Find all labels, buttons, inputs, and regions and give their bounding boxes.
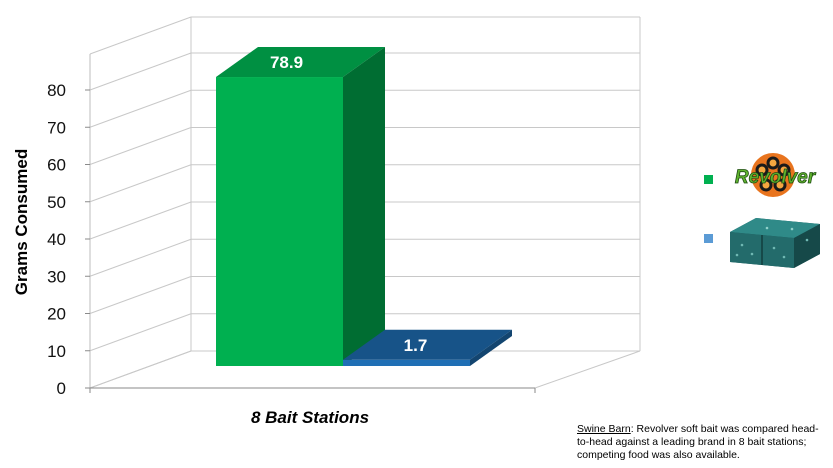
gridline-wall xyxy=(89,201,192,240)
revolver-logo-icon: Revolver xyxy=(734,153,817,197)
y-tick-label: 20 xyxy=(47,305,66,324)
y-tick-label: 60 xyxy=(47,156,66,175)
bar-top xyxy=(216,47,385,78)
x-category-label: 8 Bait Stations xyxy=(251,408,369,427)
bar-series-1: 78.9 xyxy=(216,47,385,367)
y-tick-label: 70 xyxy=(47,118,66,137)
y-axis: 0 10 20 30 40 50 60 70 80 xyxy=(47,81,536,398)
bar-side xyxy=(343,47,385,367)
gridline-wall xyxy=(89,52,192,91)
bar-side xyxy=(470,329,512,366)
y-tick-label: 30 xyxy=(47,267,66,286)
data-label: 1.7 xyxy=(404,336,428,355)
competitor-bait-block-icon xyxy=(730,218,820,268)
bars: 78.9 1.7 xyxy=(216,47,512,367)
y-tick-label: 80 xyxy=(47,81,66,100)
y-tick-label: 40 xyxy=(47,230,66,249)
gridline-wall xyxy=(89,276,192,314)
caption: Swine Barn: Revolver soft bait was compa… xyxy=(577,423,827,462)
y-axis-label: Grams Consumed xyxy=(12,149,31,295)
data-label: 78.9 xyxy=(270,53,303,72)
revolver-logo-text: Revolver xyxy=(735,167,817,188)
y-tick-label: 50 xyxy=(47,193,66,212)
bar-front xyxy=(216,77,343,366)
legend-marker-series-2 xyxy=(704,234,713,243)
caption-text: : Revolver soft bait was compared head-t… xyxy=(577,423,819,461)
gridline-wall xyxy=(89,238,192,277)
gridline-wall xyxy=(89,164,192,203)
bar-top xyxy=(343,329,512,360)
legend-marker-series-1 xyxy=(704,175,713,184)
bar-series-2: 1.7 xyxy=(343,329,512,366)
gridline-wall xyxy=(89,89,192,128)
caption-lead: Swine Barn xyxy=(577,423,631,435)
gridline-wall xyxy=(89,313,192,352)
gridline-wall xyxy=(89,127,192,165)
gridline-wall xyxy=(89,16,192,55)
bar-front xyxy=(343,359,470,366)
y-tick-label: 10 xyxy=(47,342,66,361)
y-tick-label: 0 xyxy=(57,379,66,398)
